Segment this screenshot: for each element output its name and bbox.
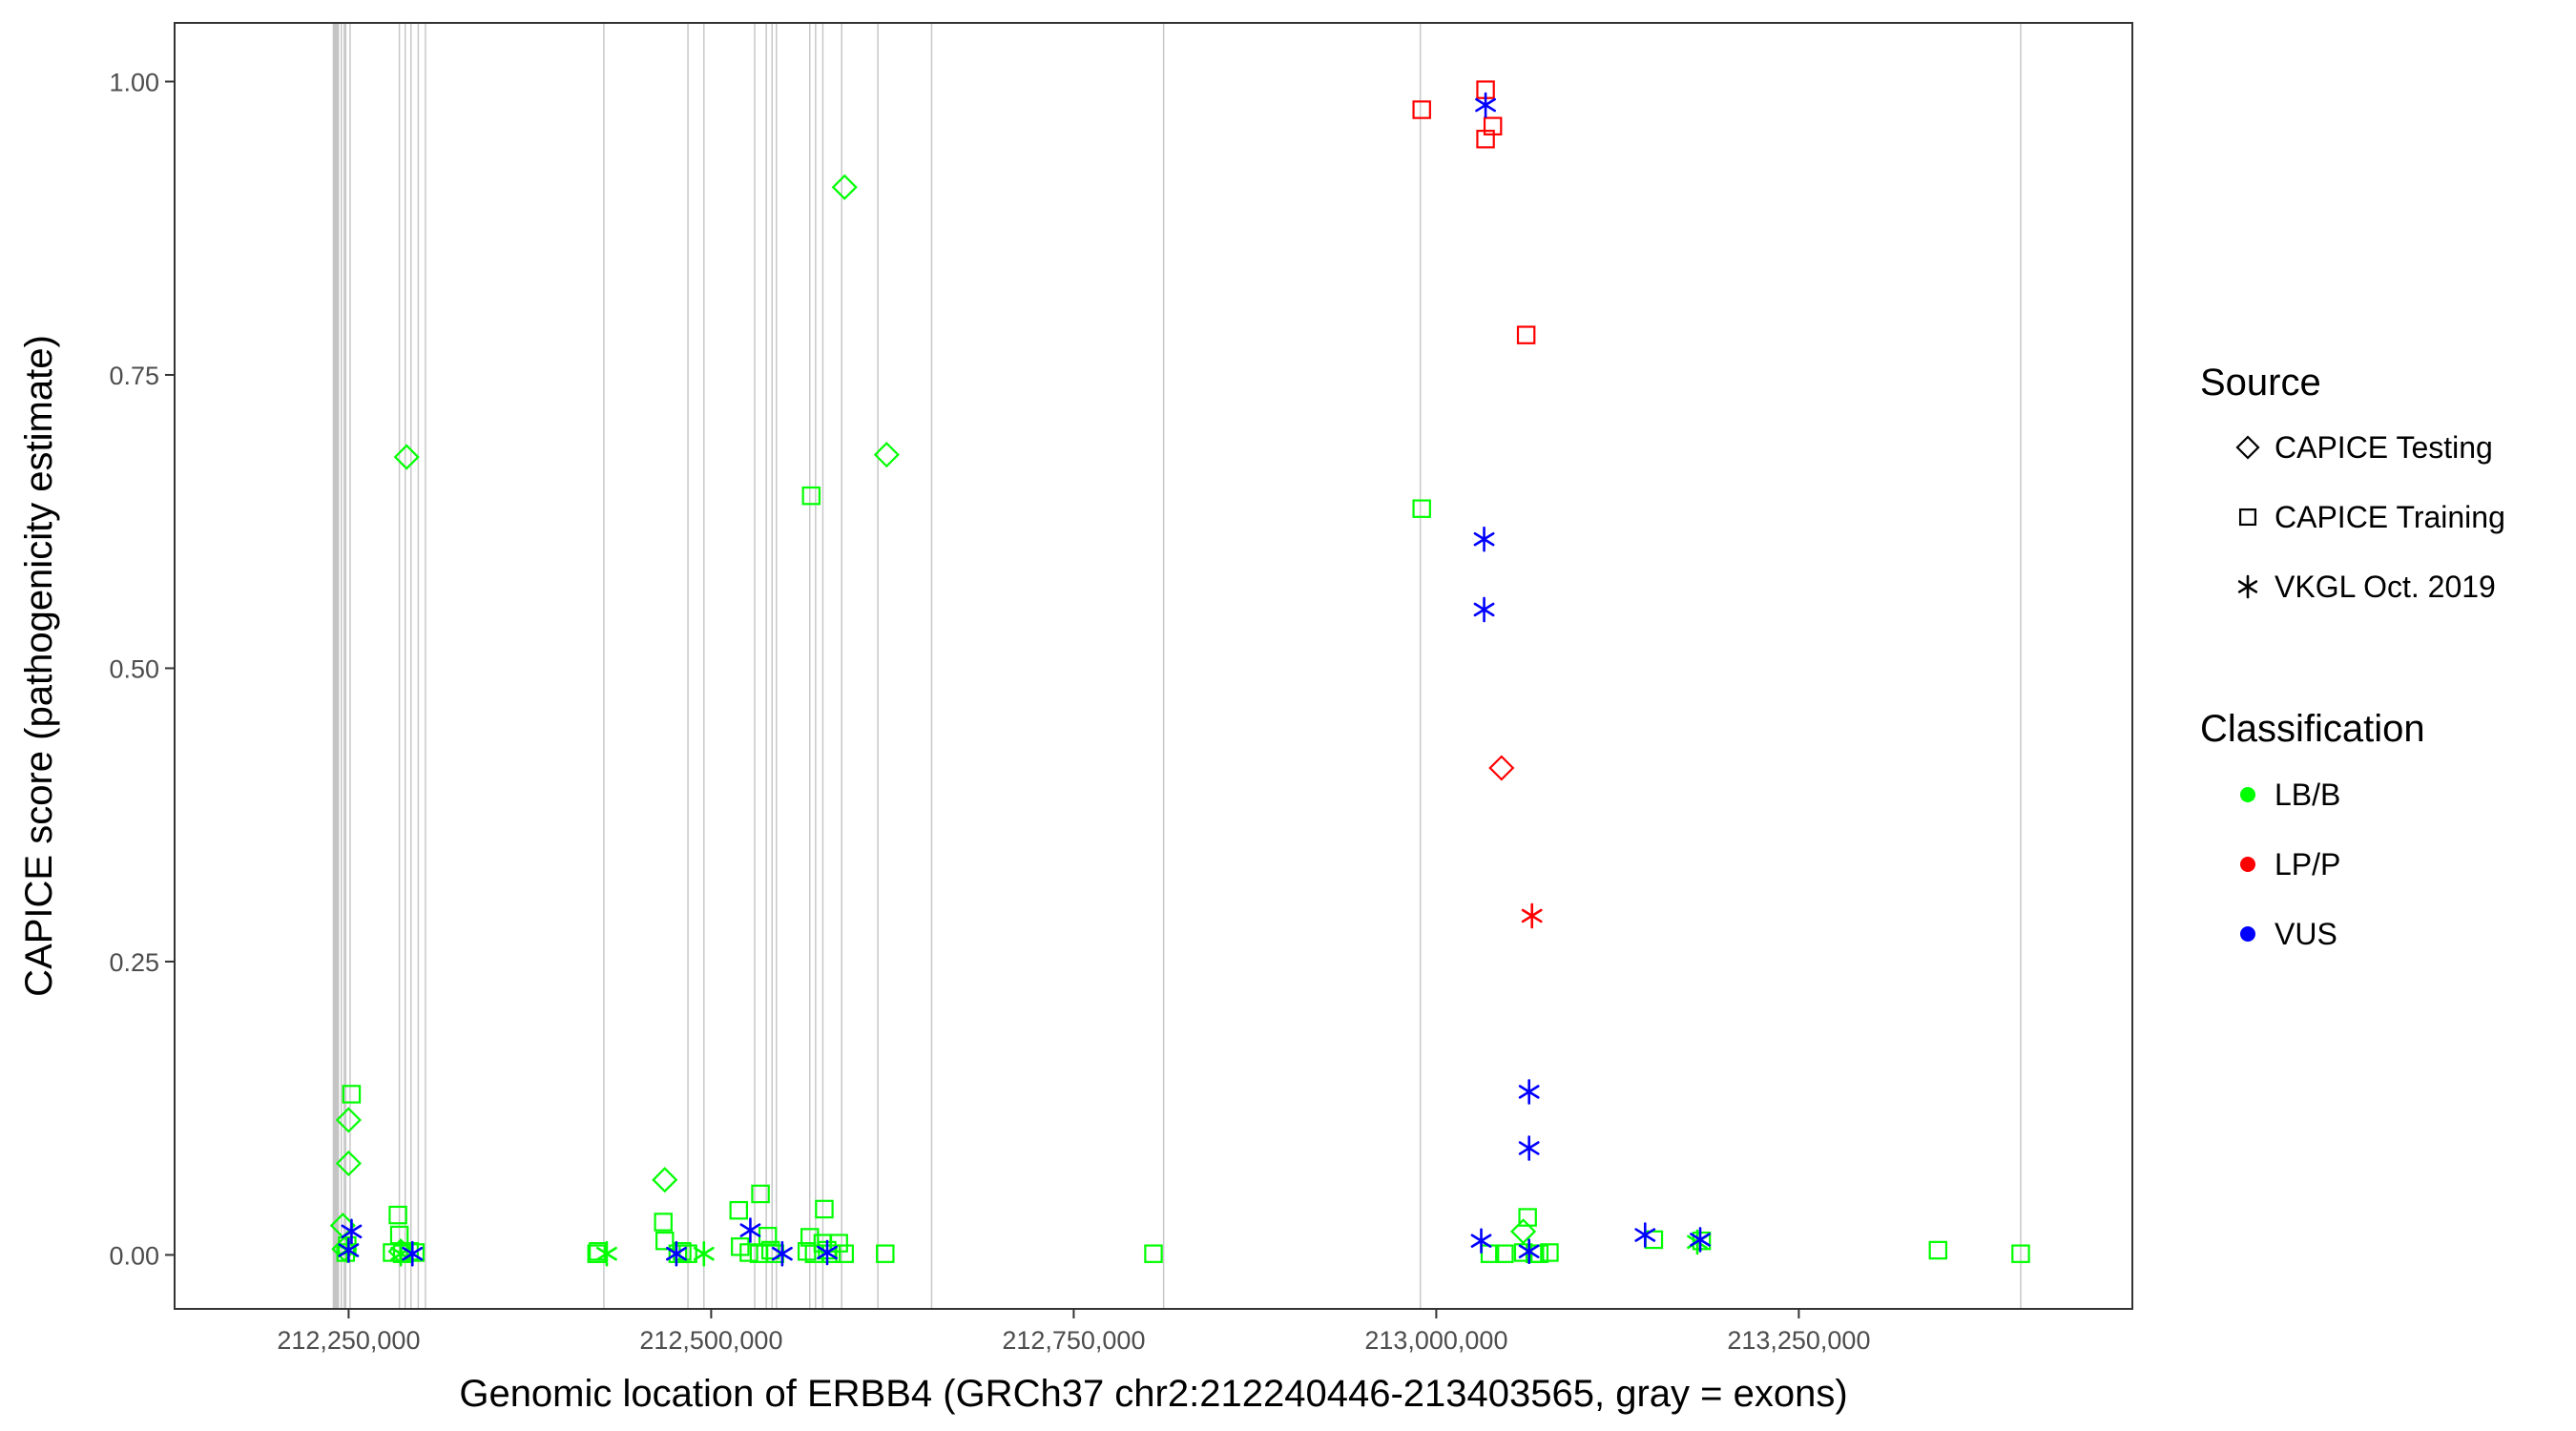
legend-key-color [2240,787,2255,802]
data-point-square [801,486,821,506]
data-point-asterisk [666,1240,687,1267]
data-point-asterisk [596,1240,617,1267]
data-point-square [405,1243,426,1262]
data-point-asterisk [1518,1135,1540,1161]
legend-class-label: LP/P [2275,847,2340,881]
legend-class-label: VUS [2275,917,2337,951]
data-point-asterisk [693,1240,715,1267]
data-point-square [876,1244,895,1263]
data-point-square [751,1184,770,1204]
data-point-diamond [335,1107,362,1133]
x-tick-label: 212,750,000 [1002,1326,1145,1355]
data-point-diamond [393,444,420,470]
legend-class-label: LB/B [2275,778,2340,812]
data-point-asterisk [817,1239,838,1266]
y-tick-label: 0.75 [109,362,159,390]
y-tick-label: 1.00 [109,68,159,96]
legend-key-color [2240,926,2255,942]
data-point-square [654,1213,673,1232]
data-point-square [2011,1244,2030,1263]
data-point-square [1928,1240,1948,1260]
data-point-square [342,1085,362,1104]
exon-layer [332,23,2022,1309]
data-point-asterisk [1475,92,1496,118]
x-tick-label: 213,000,000 [1364,1326,1507,1355]
data-point-square [1540,1243,1559,1262]
data-point-diamond [873,442,900,468]
legend-source-title: Source [2200,362,2321,404]
legend-class-title: Classification [2200,708,2425,750]
data-point-square [1412,100,1431,119]
data-point-asterisk [1473,596,1495,623]
data-point-square [835,1244,854,1263]
x-tick-label: 213,250,000 [1727,1326,1870,1355]
legend-key-square [2238,508,2257,527]
legend-source-label: VKGL Oct. 2019 [2275,570,2496,604]
point-layer [329,80,2030,1267]
data-point-square [1495,1244,1514,1263]
data-point-asterisk [1518,1238,1540,1265]
data-point-asterisk [1521,902,1543,929]
legend-key-diamond [2235,435,2260,460]
data-point-asterisk [1690,1227,1711,1253]
data-point-square [655,1231,675,1251]
data-point-asterisk [1634,1222,1656,1248]
data-point-square [1412,499,1431,518]
data-point-square [1516,325,1536,344]
data-point-square [678,1244,697,1263]
x-tick-label: 212,500,000 [639,1326,782,1355]
data-point-diamond [652,1167,678,1193]
y-tick-label: 0.50 [109,654,159,683]
legend-key-asterisk [2237,574,2258,599]
x-axis-title: Genomic location of ERBB4 (GRCh37 chr2:2… [459,1373,1847,1415]
data-point-diamond [1510,1218,1537,1245]
legend-source-label: CAPICE Training [2275,500,2505,534]
data-point-square [1476,130,1495,149]
legend-key-color [2240,857,2255,872]
data-point-asterisk [739,1217,761,1243]
data-point-square [388,1205,407,1225]
legend-source-label: CAPICE Testing [2275,430,2493,465]
data-point-diamond [335,1150,362,1177]
y-tick-label: 0.25 [109,948,159,977]
data-point-square [1518,1208,1537,1227]
legend: Source CAPICE Testing CAPICE Training VKGL … [2200,362,2505,951]
x-tick-label: 212,250,000 [277,1326,420,1355]
data-point-diamond [1488,755,1515,781]
data-point-square [668,1244,688,1263]
data-point-asterisk [1518,1079,1540,1105]
data-point-asterisk [402,1240,424,1267]
data-point-square [815,1199,834,1219]
data-point-square [729,1200,749,1220]
data-point-asterisk [1470,1228,1492,1254]
data-point-diamond [831,174,858,200]
exon-cluster [332,23,339,1309]
y-tick-label: 0.00 [109,1241,159,1270]
axis-layer: 212,250,000 212,500,000 212,750,000 213,000… [109,68,1870,1355]
data-point-asterisk [341,1218,363,1245]
data-point-square [389,1225,409,1245]
data-point-asterisk [771,1240,793,1267]
data-point-square [829,1234,848,1253]
data-point-asterisk [338,1237,360,1263]
data-point-asterisk [1473,526,1495,552]
data-point-square [1144,1244,1163,1263]
y-axis-title: CAPICE score (pathogenicity estimate) [18,335,60,997]
data-point-square [739,1243,758,1262]
plot-panel-border [174,22,2133,1310]
